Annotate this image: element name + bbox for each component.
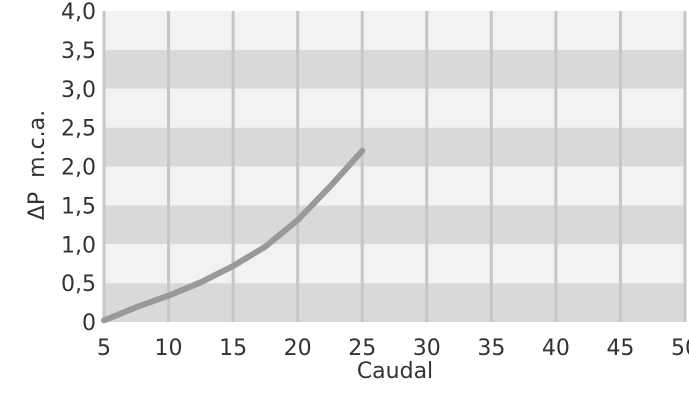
y-tick-label: 3,5: [61, 39, 96, 64]
x-tick-label: 50: [671, 336, 689, 361]
series-line: [101, 147, 366, 324]
plot-band: [104, 11, 685, 50]
y-tick-label: 3,0: [61, 78, 96, 103]
plot-band: [104, 283, 685, 322]
x-tick-label: 35: [477, 336, 505, 361]
y-tick-label: 4,0: [61, 0, 96, 25]
x-tick-label: 15: [219, 336, 247, 361]
y-tick-label: 0: [82, 311, 96, 336]
y-tick-label: 0,5: [61, 272, 96, 297]
x-tick-label: 5: [97, 336, 111, 361]
plot-band: [104, 244, 685, 284]
plot-band: [104, 166, 685, 206]
y-tick-label: 2,0: [61, 156, 96, 181]
y-tick-label: 2,5: [61, 117, 96, 142]
x-tick-label: 25: [348, 336, 376, 361]
plot-background: [104, 11, 685, 322]
series-group: [101, 147, 366, 324]
plot-band: [104, 127, 685, 167]
plot-band: [104, 88, 685, 128]
y-axis-title: ΔP m.c.a.: [25, 110, 50, 220]
x-tick-label: 10: [155, 336, 183, 361]
y-tick-label: 1,0: [61, 233, 96, 258]
x-axis-title: Caudal: [357, 359, 433, 384]
plot-band: [104, 205, 685, 245]
plot-band: [104, 49, 685, 89]
x-tick-label: 30: [413, 336, 441, 361]
grid: [102, 11, 687, 322]
y-tick-label: 1,5: [61, 194, 96, 219]
y-tick-labels: 0 0,5 1,0 1,5 2,0 2,5 3,0 3,5 4,0: [61, 0, 96, 336]
x-tick-label: 20: [284, 336, 312, 361]
x-tick-label: 45: [606, 336, 634, 361]
x-tick-label: 40: [542, 336, 570, 361]
x-tick-labels: 5 10 15 20 25 30 35 40 45 50: [97, 336, 689, 361]
